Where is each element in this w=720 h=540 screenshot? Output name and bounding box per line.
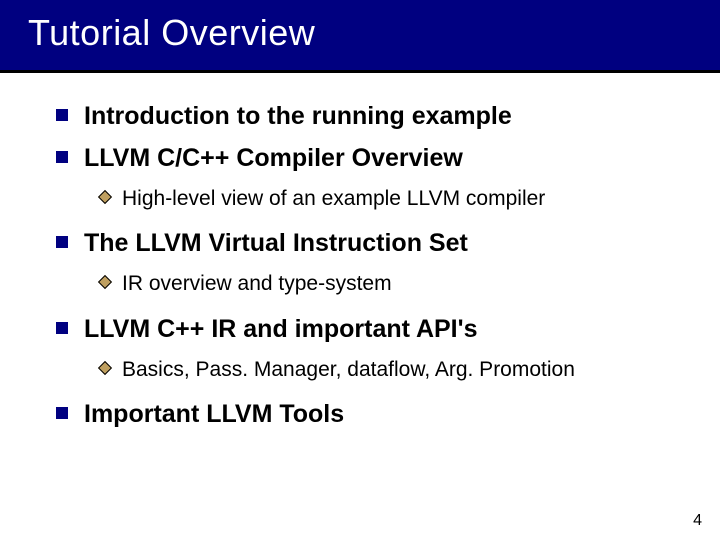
square-bullet-icon (56, 322, 68, 334)
diamond-bullet-icon (98, 361, 112, 375)
sub-bullet-text: IR overview and type-system (122, 270, 392, 297)
bullet-text: LLVM C/C++ Compiler Overview (84, 143, 463, 173)
page-number: 4 (693, 512, 702, 530)
sub-list: Basics, Pass. Manager, dataflow, Arg. Pr… (100, 356, 680, 383)
square-bullet-icon (56, 109, 68, 121)
sub-bullet-text: Basics, Pass. Manager, dataflow, Arg. Pr… (122, 356, 575, 383)
bullet-item: Introduction to the running example (56, 101, 680, 131)
content-area: Introduction to the running example LLVM… (0, 73, 720, 429)
bullet-item: LLVM C++ IR and important API's (56, 314, 680, 344)
sub-list: IR overview and type-system (100, 270, 680, 297)
diamond-bullet-icon (98, 275, 112, 289)
bullet-text: Important LLVM Tools (84, 399, 344, 429)
diamond-bullet-icon (98, 190, 112, 204)
bullet-text: Introduction to the running example (84, 101, 512, 131)
bullet-item: The LLVM Virtual Instruction Set (56, 228, 680, 258)
sub-bullet-text: High-level view of an example LLVM compi… (122, 185, 545, 212)
bullet-text: The LLVM Virtual Instruction Set (84, 228, 468, 258)
sub-bullet-item: High-level view of an example LLVM compi… (100, 185, 680, 212)
slide-title: Tutorial Overview (28, 12, 720, 54)
sub-bullet-item: IR overview and type-system (100, 270, 680, 297)
bullet-item: LLVM C/C++ Compiler Overview (56, 143, 680, 173)
title-bar: Tutorial Overview (0, 0, 720, 73)
bullet-item: Important LLVM Tools (56, 399, 680, 429)
sub-bullet-item: Basics, Pass. Manager, dataflow, Arg. Pr… (100, 356, 680, 383)
sub-list: High-level view of an example LLVM compi… (100, 185, 680, 212)
square-bullet-icon (56, 151, 68, 163)
square-bullet-icon (56, 236, 68, 248)
square-bullet-icon (56, 407, 68, 419)
bullet-text: LLVM C++ IR and important API's (84, 314, 477, 344)
